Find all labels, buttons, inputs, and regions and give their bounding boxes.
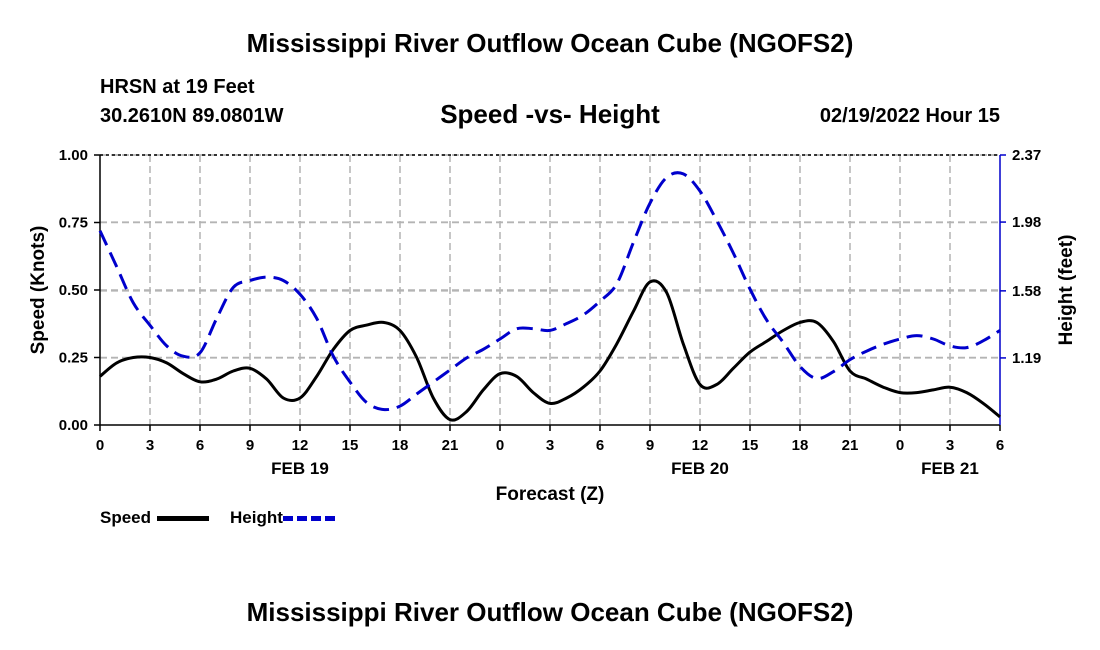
- series-line-height: [98, 171, 1001, 412]
- x-tick-label: 3: [946, 437, 954, 454]
- x-tick-label: 6: [196, 437, 204, 454]
- chart-title: Speed -vs- Height: [440, 99, 660, 129]
- x-tick-label: 3: [546, 437, 554, 454]
- y-tick-label: 0.25: [59, 350, 88, 367]
- x-tick-label: 21: [442, 437, 459, 454]
- y2-tick-label: 1.58: [1012, 283, 1041, 300]
- forecast-datetime: 02/19/2022 Hour 15: [819, 105, 1000, 127]
- x-tick-label: 3: [146, 437, 154, 454]
- x-date-label: FEB 19: [271, 459, 329, 478]
- legend-height-label: Height: [230, 508, 283, 527]
- x-tick-label: 0: [96, 437, 104, 454]
- y-axis-title: Speed (Knots): [28, 226, 49, 355]
- x-tick-label: 6: [996, 437, 1004, 454]
- main-title: Mississippi River Outflow Ocean Cube (NG…: [246, 28, 854, 58]
- x-tick-label: 15: [342, 437, 359, 454]
- x-tick-label: 12: [292, 437, 309, 454]
- legend-item-height: Height: [230, 508, 335, 528]
- x-tick-label: 12: [692, 437, 709, 454]
- y-tick-label: 0.50: [59, 282, 88, 299]
- legend-speed-swatch: [157, 516, 210, 522]
- x-axis-title: Forecast (Z): [496, 484, 605, 505]
- legend-speed-label: Speed: [100, 508, 152, 527]
- y2-tick-label: 2.37: [1012, 147, 1041, 164]
- x-tick-label: 6: [596, 437, 604, 454]
- x-tick-label: 9: [646, 437, 654, 454]
- series-line-speed: [99, 279, 1001, 422]
- legend-item-speed: Speed: [100, 508, 210, 528]
- x-date-label: FEB 20: [671, 459, 729, 478]
- footer-title: Mississippi River Outflow Ocean Cube (NG…: [246, 597, 854, 627]
- legend-height-swatch: [282, 516, 335, 522]
- y-tick-label: 0.00: [59, 417, 88, 434]
- x-tick-label: 0: [496, 437, 504, 454]
- y-tick-label: 1.00: [59, 147, 88, 164]
- x-date-label: FEB 21: [921, 459, 979, 478]
- y-tick-label: 0.75: [59, 215, 88, 232]
- y2-axis-title: Height (feet): [1056, 235, 1077, 346]
- x-tick-label: 0: [896, 437, 904, 454]
- x-tick-label: 15: [742, 437, 759, 454]
- x-tick-label: 9: [246, 437, 254, 454]
- x-tick-label: 18: [792, 437, 809, 454]
- station-name: HRSN at 19 Feet: [100, 76, 255, 98]
- station-coordinates: 30.2610N 89.0801W: [100, 105, 284, 127]
- y2-tick-label: 1.98: [1012, 214, 1041, 231]
- x-tick-label: 21: [842, 437, 859, 454]
- x-tick-label: 18: [392, 437, 409, 454]
- y2-tick-label: 1.19: [1012, 350, 1041, 367]
